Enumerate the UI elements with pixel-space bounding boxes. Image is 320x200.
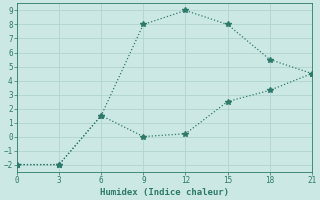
X-axis label: Humidex (Indice chaleur): Humidex (Indice chaleur) [100, 188, 229, 197]
